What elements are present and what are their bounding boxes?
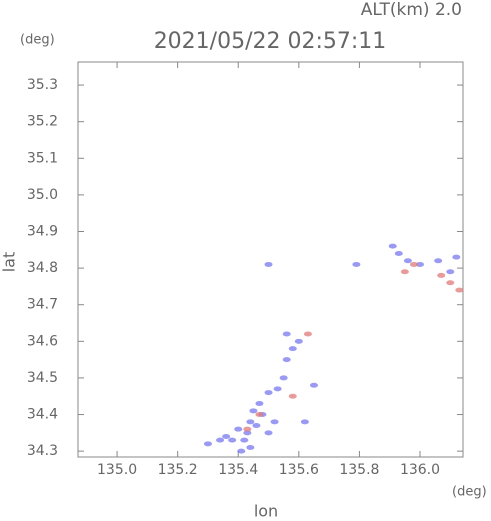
echo	[255, 412, 264, 418]
echo	[452, 254, 461, 260]
echo	[273, 386, 282, 392]
y-tick-label: 34.6	[27, 333, 58, 349]
echo	[243, 426, 252, 432]
chart-title: 2021/05/22 02:57:11	[154, 29, 387, 54]
echo	[270, 419, 279, 425]
x-unit: (deg)	[452, 485, 487, 500]
y-unit: (deg)	[20, 33, 55, 48]
echo	[237, 448, 246, 454]
echo	[388, 243, 397, 249]
echo	[282, 357, 291, 363]
echo	[409, 261, 418, 267]
echo	[394, 250, 403, 256]
echo	[249, 408, 258, 414]
echo	[415, 261, 424, 267]
x-tick-label: 135.6	[279, 462, 319, 478]
y-tick-label: 34.7	[27, 297, 58, 313]
echo	[288, 393, 297, 399]
echo	[437, 272, 446, 278]
y-axis-label: lat	[0, 252, 19, 273]
echo	[222, 433, 231, 439]
echo	[203, 441, 212, 447]
echo	[279, 375, 288, 381]
x-axis-label: lon	[254, 502, 278, 521]
echo	[264, 430, 273, 436]
y-tick-label: 35.3	[27, 77, 58, 93]
echo	[264, 261, 273, 267]
x-tick-label: 135.4	[218, 462, 258, 478]
echo	[282, 331, 291, 337]
y-tick-label: 34.8	[27, 260, 58, 276]
x-tick-label: 135.2	[158, 462, 198, 478]
echo	[240, 437, 249, 443]
x-tick-label: 135.8	[339, 462, 379, 478]
echo	[264, 390, 273, 396]
echo	[288, 346, 297, 352]
x-tick-label: 135.0	[97, 462, 137, 478]
plot-frame	[77, 61, 464, 458]
echo	[243, 430, 252, 436]
echo	[255, 401, 264, 407]
echo	[403, 258, 412, 264]
echo	[228, 437, 237, 443]
echo	[446, 269, 455, 275]
y-tick-label: 35.1	[27, 150, 58, 166]
y-tick-label: 35.0	[27, 187, 58, 203]
y-tick-label: 35.2	[27, 114, 58, 130]
echo	[234, 426, 243, 432]
y-tick-label: 34.5	[27, 370, 58, 386]
echo	[352, 261, 361, 267]
echo	[294, 338, 303, 344]
echo	[300, 419, 309, 425]
y-tick-label: 34.4	[27, 407, 58, 423]
echo	[309, 382, 318, 388]
y-tick-label: 34.9	[27, 223, 58, 239]
echo	[303, 331, 312, 337]
echo	[252, 423, 261, 429]
y-tick-label: 34.3	[27, 443, 58, 459]
echo	[246, 444, 255, 450]
altitude-label: ALT(km) 2.0	[361, 0, 462, 20]
echo	[400, 269, 409, 275]
echo	[216, 437, 225, 443]
x-tick-label: 136.0	[400, 462, 440, 478]
echo	[455, 287, 464, 293]
echo	[434, 258, 443, 264]
echo	[246, 419, 255, 425]
echo	[446, 280, 455, 286]
